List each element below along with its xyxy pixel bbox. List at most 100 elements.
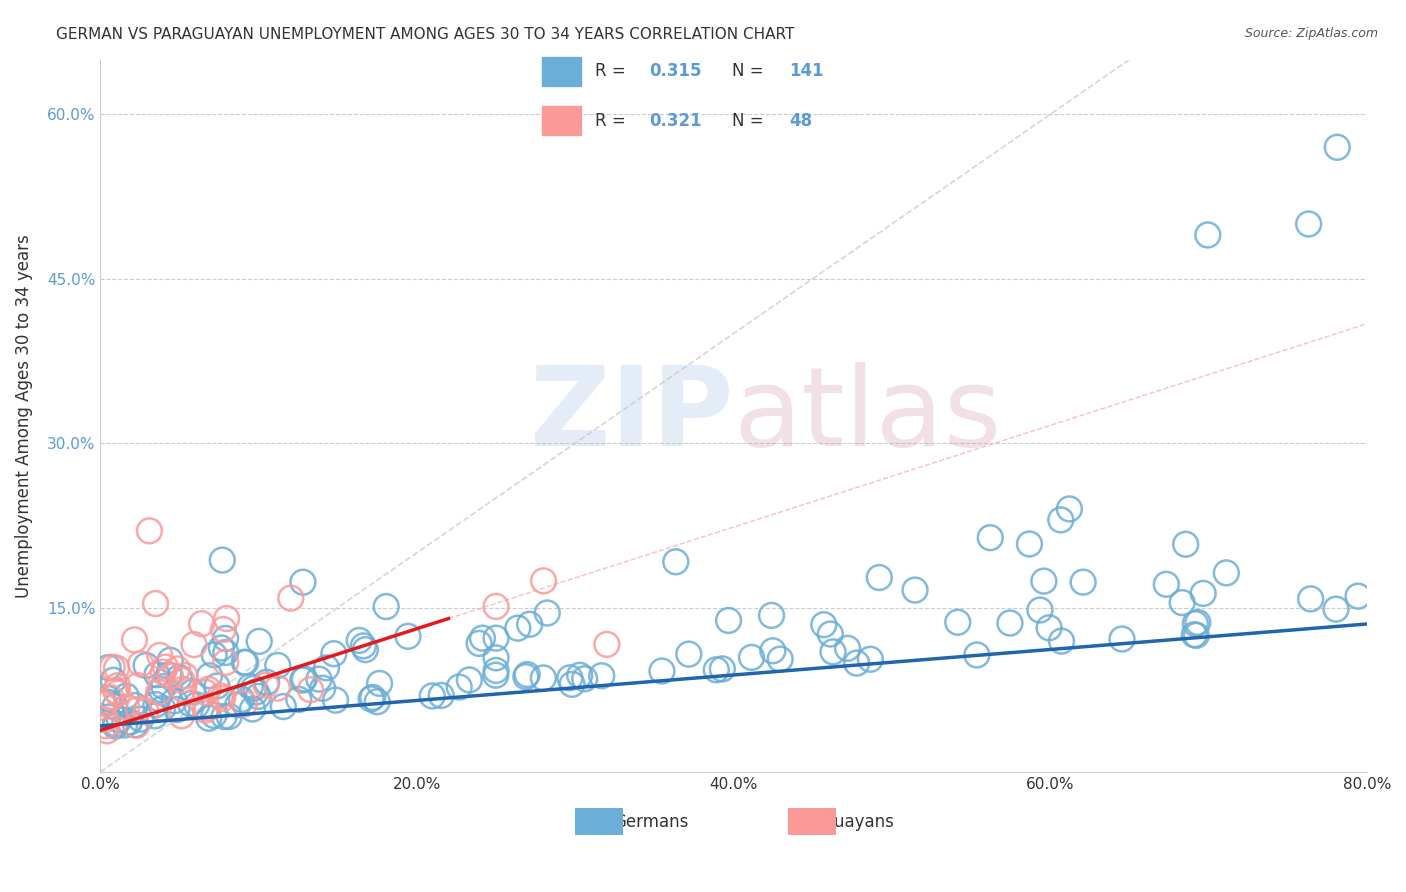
Point — [287, 692, 309, 706]
Point — [215, 656, 238, 670]
Point — [368, 676, 391, 690]
Point — [242, 681, 264, 696]
Point — [190, 616, 212, 631]
Point — [146, 691, 169, 706]
Point — [118, 715, 141, 730]
Point — [468, 636, 491, 650]
Point — [129, 657, 152, 671]
Point — [174, 668, 197, 682]
Point — [299, 682, 322, 697]
Point — [127, 702, 149, 716]
Point — [1171, 596, 1194, 610]
Point — [105, 661, 128, 675]
Point — [107, 686, 129, 700]
Point — [325, 693, 347, 707]
Point — [1038, 621, 1060, 635]
Point — [273, 699, 295, 714]
Point — [226, 698, 249, 712]
Point — [1050, 634, 1073, 648]
Point — [127, 679, 149, 693]
Point — [97, 691, 120, 706]
Point — [471, 631, 494, 645]
Point — [1197, 227, 1219, 242]
Point — [651, 664, 673, 678]
Point — [558, 671, 581, 685]
Point — [211, 691, 233, 706]
Point — [231, 692, 253, 706]
Point — [211, 553, 233, 567]
Point — [360, 692, 382, 706]
Point — [247, 634, 270, 648]
Point — [568, 668, 591, 682]
Point — [179, 697, 201, 711]
Point — [143, 709, 166, 723]
Point — [741, 650, 763, 665]
Text: N =: N = — [731, 62, 769, 80]
Point — [1018, 537, 1040, 551]
Point — [904, 583, 927, 598]
Point — [704, 663, 727, 677]
Point — [1111, 632, 1133, 646]
Point — [108, 713, 131, 727]
Point — [449, 680, 471, 694]
Point — [170, 709, 193, 723]
Point — [186, 698, 208, 712]
Point — [153, 680, 176, 694]
Point — [1185, 628, 1208, 642]
Point — [254, 678, 277, 692]
Point — [396, 629, 419, 643]
Point — [845, 656, 868, 670]
Point — [354, 642, 377, 657]
Point — [308, 672, 330, 686]
Point — [214, 632, 236, 646]
Point — [946, 615, 969, 630]
Point — [591, 669, 613, 683]
Y-axis label: Unemployment Among Ages 30 to 34 years: Unemployment Among Ages 30 to 34 years — [15, 234, 32, 598]
Point — [266, 681, 288, 695]
Text: GERMAN VS PARAGUAYAN UNEMPLOYMENT AMONG AGES 30 TO 34 YEARS CORRELATION CHART: GERMAN VS PARAGUAYAN UNEMPLOYMENT AMONG … — [56, 27, 794, 42]
Point — [1029, 603, 1052, 617]
Point — [194, 685, 217, 699]
Point — [181, 685, 204, 699]
Point — [124, 632, 146, 647]
Bar — [787, 807, 837, 835]
Point — [124, 698, 146, 713]
Point — [366, 695, 388, 709]
Point — [103, 673, 125, 688]
Point — [172, 682, 194, 697]
Text: Germans: Germans — [613, 813, 689, 830]
Point — [167, 670, 190, 684]
Point — [868, 570, 890, 584]
Point — [516, 667, 538, 681]
Point — [533, 574, 555, 588]
Point — [124, 717, 146, 731]
Point — [202, 708, 225, 723]
Bar — [541, 57, 581, 86]
Point — [104, 719, 127, 733]
Point — [145, 597, 167, 611]
Text: N =: N = — [731, 112, 769, 129]
Point — [561, 677, 583, 691]
Point — [820, 627, 842, 641]
Text: 48: 48 — [789, 112, 813, 129]
Point — [215, 645, 238, 659]
Point — [101, 660, 124, 674]
Point — [152, 665, 174, 679]
Point — [215, 611, 238, 625]
Point — [202, 648, 225, 662]
Point — [531, 671, 554, 685]
Point — [247, 690, 270, 704]
Point — [159, 653, 181, 667]
Point — [375, 599, 398, 614]
Text: atlas: atlas — [734, 362, 1002, 469]
Point — [115, 700, 138, 714]
Point — [135, 658, 157, 673]
Point — [97, 710, 120, 724]
Point — [430, 689, 453, 703]
Point — [125, 718, 148, 732]
Point — [485, 668, 508, 682]
Point — [209, 640, 232, 655]
Point — [256, 675, 278, 690]
Point — [1187, 615, 1209, 630]
Point — [315, 661, 337, 675]
